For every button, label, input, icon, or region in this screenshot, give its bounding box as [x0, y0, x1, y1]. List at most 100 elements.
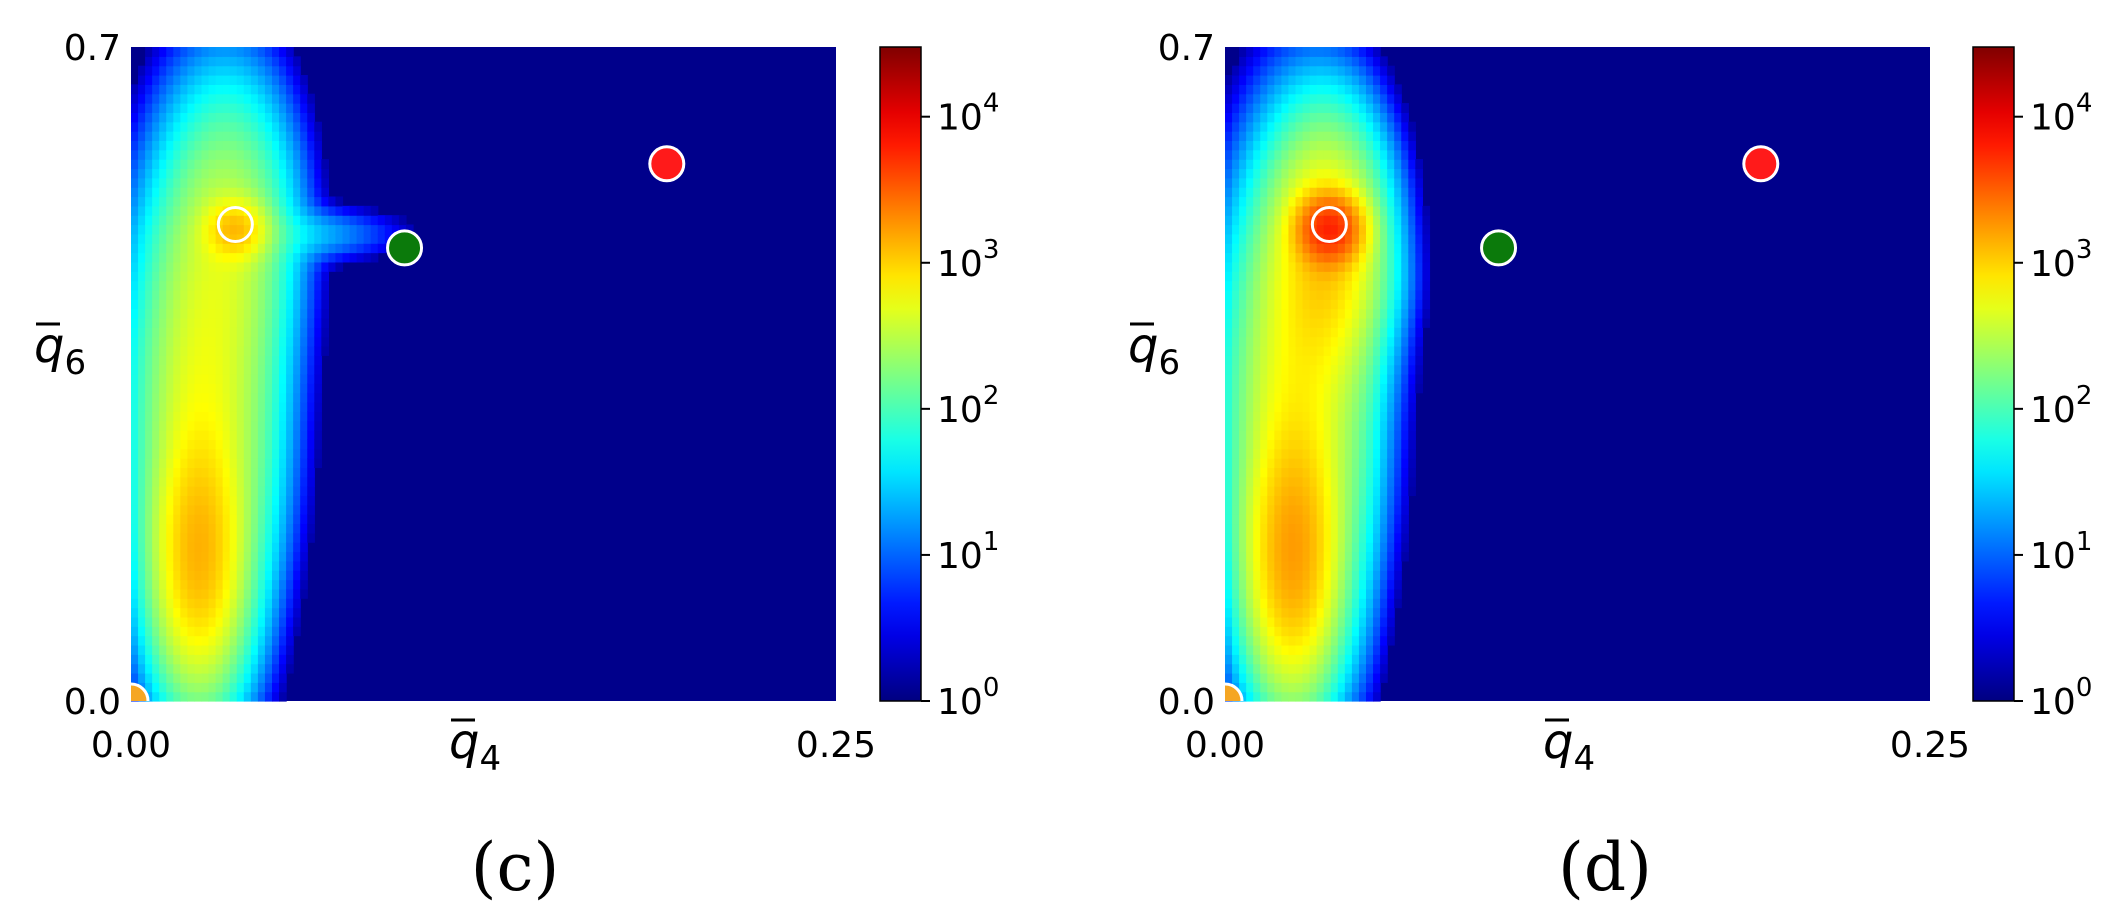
density-cell — [138, 336, 146, 347]
density-cell — [279, 467, 287, 478]
density-cell — [166, 560, 174, 571]
density-cell — [314, 196, 322, 207]
density-cell — [1394, 542, 1402, 553]
density-cell — [215, 598, 224, 609]
density-cell — [1225, 121, 1233, 132]
density-cell — [293, 177, 301, 188]
density-cell — [1239, 224, 1247, 235]
density-cell — [208, 84, 217, 95]
density-cell — [131, 271, 139, 282]
density-cell — [307, 392, 315, 403]
density-cell — [187, 514, 196, 525]
density-cell — [1373, 682, 1381, 693]
density-cell — [264, 364, 273, 375]
density-cell — [1351, 607, 1360, 618]
density-cell — [257, 308, 266, 319]
density-cell — [1337, 149, 1346, 160]
density-cell — [1337, 112, 1346, 123]
density-cell — [1288, 374, 1297, 384]
density-cell — [1344, 149, 1353, 160]
density-cell — [307, 121, 315, 132]
density-cell — [243, 289, 252, 300]
density-cell — [166, 374, 174, 384]
density-cell — [307, 476, 315, 487]
density-cell — [166, 205, 174, 216]
density-cell — [286, 607, 294, 618]
density-cell — [1246, 691, 1254, 702]
density-cell — [1239, 289, 1247, 300]
density-cell — [180, 458, 188, 469]
density-cell — [1358, 84, 1367, 95]
density-cell — [1260, 233, 1268, 244]
density-cell — [1380, 579, 1388, 590]
density-cell — [1309, 65, 1318, 76]
density-cell — [1253, 383, 1261, 394]
density-cell — [201, 467, 210, 478]
density-cell — [187, 616, 196, 627]
density-cell — [293, 495, 301, 506]
density-cell — [293, 626, 301, 637]
density-cell — [180, 131, 188, 142]
density-cell — [1380, 93, 1388, 104]
density-cell — [1288, 196, 1297, 207]
density-cell — [215, 261, 224, 272]
x-axis-label: q4 — [1543, 714, 1595, 779]
density-cell — [264, 560, 273, 571]
density-cell — [300, 560, 308, 571]
density-cell — [1288, 616, 1297, 627]
density-cell — [1344, 420, 1353, 431]
density-cell — [1253, 411, 1261, 422]
density-cell — [131, 551, 139, 562]
density-cell — [1422, 215, 1431, 226]
density-cell — [1373, 93, 1381, 104]
density-cell — [286, 289, 294, 300]
density-cell — [131, 532, 139, 543]
density-cell — [1373, 84, 1381, 95]
density-cell — [1281, 458, 1290, 469]
density-cell — [152, 476, 160, 487]
density-cell — [250, 56, 259, 67]
density-cell — [187, 103, 196, 113]
density-cell — [1394, 187, 1402, 198]
density-cell — [1373, 532, 1381, 543]
density-cell — [1274, 644, 1282, 655]
density-cell — [1267, 598, 1275, 609]
density-cell — [1344, 159, 1353, 170]
density-cell — [1373, 626, 1381, 637]
density-cell — [1281, 252, 1290, 263]
density-cell — [1351, 588, 1360, 599]
density-cell — [314, 327, 322, 338]
density-cell — [1344, 691, 1353, 702]
density-cell — [187, 336, 196, 347]
density-cell — [1387, 215, 1395, 226]
density-cell — [1351, 317, 1360, 328]
density-cell — [356, 252, 365, 263]
density-cell — [342, 224, 351, 235]
density-cell — [1337, 467, 1346, 478]
density-cell — [138, 187, 146, 198]
density-cell — [1344, 280, 1353, 291]
density-cell — [1225, 458, 1233, 469]
density-cell — [1394, 289, 1402, 300]
density-cell — [208, 374, 217, 384]
density-cell — [1337, 598, 1346, 609]
density-cell — [1337, 336, 1346, 347]
density-cell — [173, 140, 181, 151]
density-cell — [145, 635, 153, 646]
density-cell — [180, 289, 188, 300]
density-cell — [1260, 644, 1268, 655]
density-cell — [1295, 486, 1304, 497]
density-cell — [264, 607, 273, 618]
density-cell — [293, 131, 301, 142]
density-cell — [1358, 252, 1367, 263]
density-cell — [1330, 458, 1339, 469]
density-cell — [1295, 570, 1304, 581]
density-cell — [1253, 542, 1261, 553]
density-cell — [1281, 112, 1290, 123]
density-cell — [194, 280, 203, 291]
density-cell — [293, 289, 301, 300]
density-cell — [1351, 47, 1360, 57]
density-cell — [300, 504, 308, 515]
density-cell — [215, 532, 224, 543]
